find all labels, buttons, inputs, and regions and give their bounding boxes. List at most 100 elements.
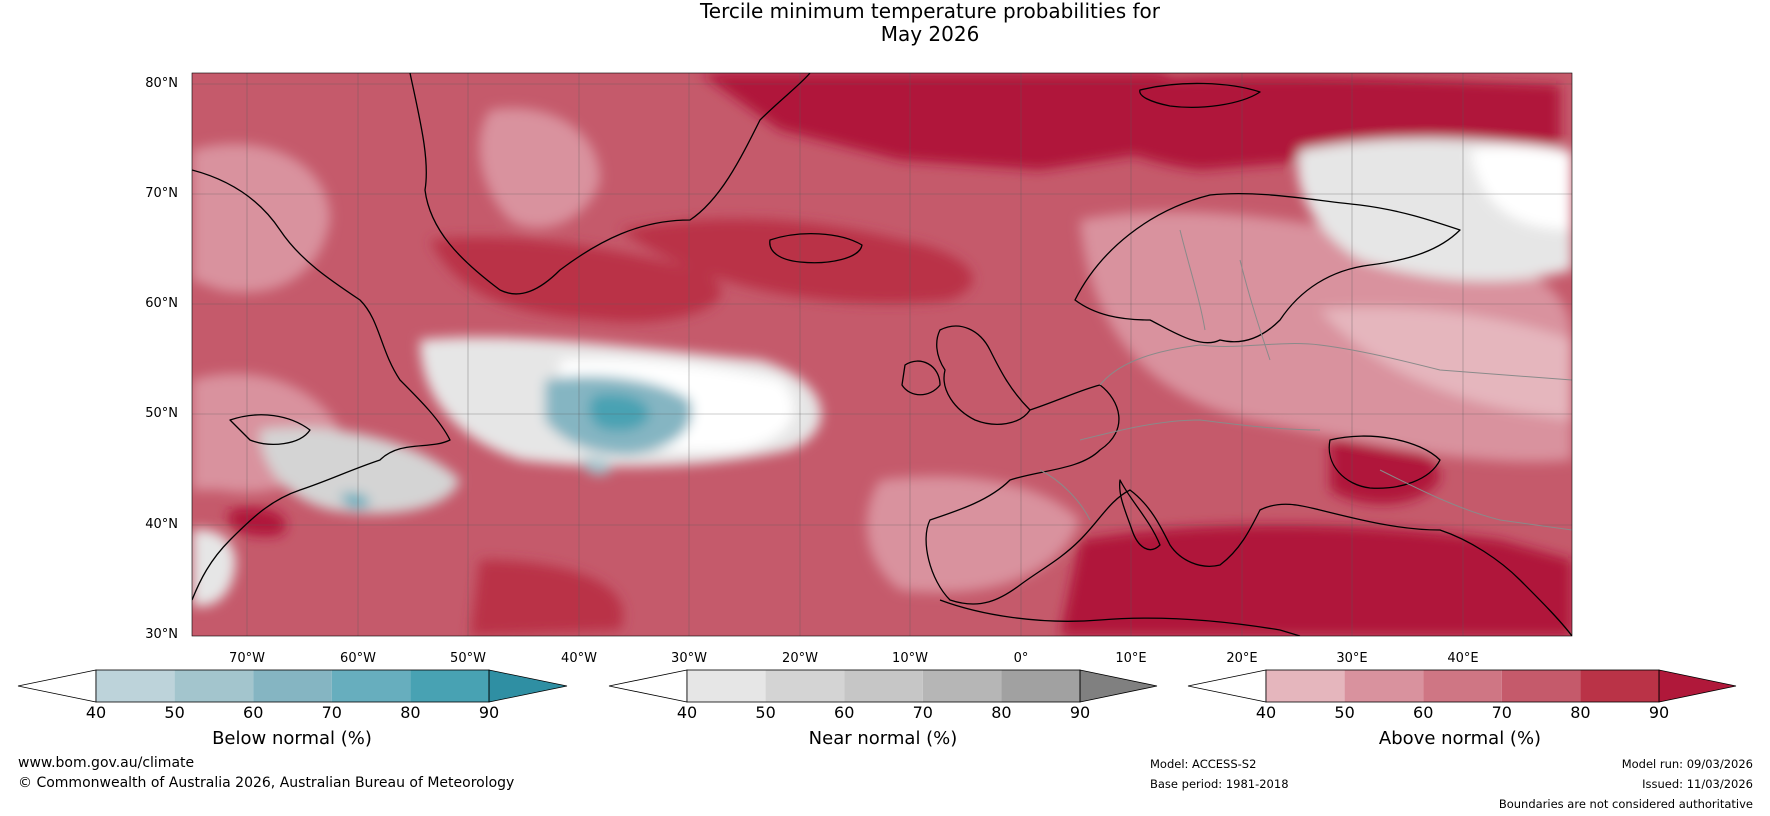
colorbar-below-normal-frame	[95, 669, 490, 703]
colorbar-below-normal-max-arrow	[488, 669, 568, 703]
colorbar-above-normal-bin	[1423, 670, 1502, 702]
colorbar-near-normal-bin	[922, 670, 1002, 702]
lon-label-40e: 40°E	[1447, 651, 1479, 666]
below-normal-newfoundland-patch	[340, 493, 370, 509]
colorbar-near-normal	[608, 669, 1158, 703]
lat-label-80n: 80°N	[145, 76, 178, 91]
north-america-coast	[192, 169, 451, 601]
model-run-date: Model run: 09/03/2026	[1621, 757, 1753, 771]
africa-coast	[939, 599, 1301, 636]
weak-warm-russia	[1320, 307, 1572, 420]
strong-warm-east-us	[228, 507, 287, 537]
moderate-warm-canada	[192, 143, 330, 293]
colorbar-below-normal-min-arrow	[17, 669, 97, 703]
colorbar-above-normal-tick: 80	[1570, 703, 1591, 722]
colorbar-near-normal-bin	[687, 670, 766, 702]
model-name: Model: ACCESS-S2	[1150, 757, 1257, 771]
colorbar-below-normal	[17, 669, 568, 703]
colorbar-near-normal-bin	[844, 670, 923, 702]
lon-label-30e: 30°E	[1336, 651, 1368, 666]
border-north-europe	[1099, 343, 1572, 386]
lon-label-60w: 60°W	[340, 651, 376, 666]
colorbar-near-normal-tick: 50	[755, 703, 776, 722]
colorbar-below-normal-tick: 90	[478, 703, 500, 722]
colorbar-near-normal-frame	[686, 669, 1081, 703]
colorbar-above-normal-frame	[1265, 669, 1660, 703]
colorbar-near-normal-min-arrow	[608, 669, 688, 703]
border-central-europe	[1079, 419, 1321, 441]
colorbar-below-normal-tick: 50	[164, 703, 185, 722]
map-graticule	[192, 73, 1572, 636]
colorbar-above-normal-bin	[1580, 670, 1659, 702]
italy-coast	[1119, 479, 1161, 551]
colorbar-near-normal-bin	[1001, 670, 1080, 702]
ireland-coast	[901, 360, 941, 396]
colorbar-above-normal-bin	[1344, 670, 1424, 702]
colorbar-near-normal-tick: 60	[834, 703, 855, 722]
colorbar-above-normal-tick: 40	[1255, 703, 1277, 722]
border-france-spain	[1039, 469, 1091, 521]
greenland-coast	[409, 73, 811, 295]
lat-label-30n: 30°N	[145, 627, 178, 642]
colorbar-above-normal-title: Above normal (%)	[1378, 728, 1542, 749]
lat-label-40n: 40°N	[145, 517, 178, 532]
lat-label-70n: 70°N	[145, 186, 178, 201]
newfoundland-coast	[229, 414, 311, 445]
border-finland-russia	[1239, 259, 1271, 361]
scandinavia-coast	[1074, 193, 1461, 344]
colorbar-above-normal-tick: 60	[1413, 703, 1434, 722]
strong-warm-mediterranean	[1060, 525, 1572, 636]
colorbar-below-normal-bin	[174, 670, 254, 702]
map-frame	[191, 72, 1573, 637]
colorbar-above-normal-tick: 70	[1491, 703, 1512, 722]
base-period: Base period: 1981-2018	[1150, 777, 1289, 791]
boundaries-disclaimer: Boundaries are not considered authoritat…	[1498, 797, 1753, 811]
lon-label-10w: 10°W	[892, 651, 928, 666]
strong-warm-subtropics	[470, 560, 624, 636]
title-line-2: May 2026	[880, 22, 980, 46]
colorbar-below-normal-bin	[410, 670, 489, 702]
lon-label-40w: 40°W	[561, 651, 597, 666]
colorbar-above-normal-max-arrow	[1658, 669, 1737, 703]
colorbar-below-normal-title: Below normal (%)	[212, 728, 372, 749]
coastlines	[192, 73, 1572, 636]
colorbar-above-normal-min-arrow	[1187, 669, 1267, 703]
colorbar-above-normal-bin	[1501, 670, 1581, 702]
europe-coast	[925, 384, 1572, 636]
colorbar-near-normal-tick: 90	[1069, 703, 1091, 722]
lon-label-0: 0°	[1013, 651, 1029, 666]
copyright-text: © Commonwealth of Australia 2026, Austra…	[18, 775, 515, 791]
near-normal-east-coast	[192, 529, 236, 607]
border-norway-sweden	[1179, 229, 1206, 331]
lon-label-50w: 50°W	[450, 651, 486, 666]
colorbar-above-normal	[1187, 669, 1737, 703]
colorbar-near-normal-title: Near normal (%)	[808, 728, 958, 749]
colorbar-near-normal-tick: 80	[991, 703, 1012, 722]
colorbar-below-normal-bin	[253, 670, 332, 702]
lon-label-20e: 20°E	[1226, 651, 1258, 666]
colorbar-near-normal-tick: 40	[676, 703, 698, 722]
border-caucasus	[1379, 469, 1572, 531]
weak-signal-barents	[1470, 145, 1572, 230]
colorbar-below-normal-bin	[96, 670, 175, 702]
strong-below-normal-core	[588, 393, 650, 432]
website-link[interactable]: www.bom.gov.au/climate	[18, 755, 195, 771]
strong-warm-black-sea	[1330, 437, 1440, 504]
strong-warm-labrador	[430, 237, 721, 322]
lon-label-10e: 10°E	[1115, 651, 1147, 666]
colorbar-below-normal-tick: 40	[85, 703, 107, 722]
colorbar-near-normal-max-arrow	[1079, 669, 1158, 703]
colorbar-near-normal-tick: 70	[912, 703, 933, 722]
colorbar-below-normal-tick: 70	[321, 703, 342, 722]
lon-label-30w: 30°W	[671, 651, 707, 666]
moderate-warm-baffin	[479, 108, 600, 228]
issued-date: Issued: 11/03/2026	[1642, 777, 1753, 791]
lon-label-20w: 20°W	[782, 651, 818, 666]
colorbar-above-normal-bin	[1266, 670, 1345, 702]
colorbar-below-normal-bin	[331, 670, 411, 702]
svalbard-coast	[1139, 82, 1261, 108]
map-title: Tercile minimum temperature probabilitie…	[0, 0, 1770, 46]
near-normal-newfoundland	[260, 427, 460, 514]
national-borders	[1039, 229, 1572, 531]
